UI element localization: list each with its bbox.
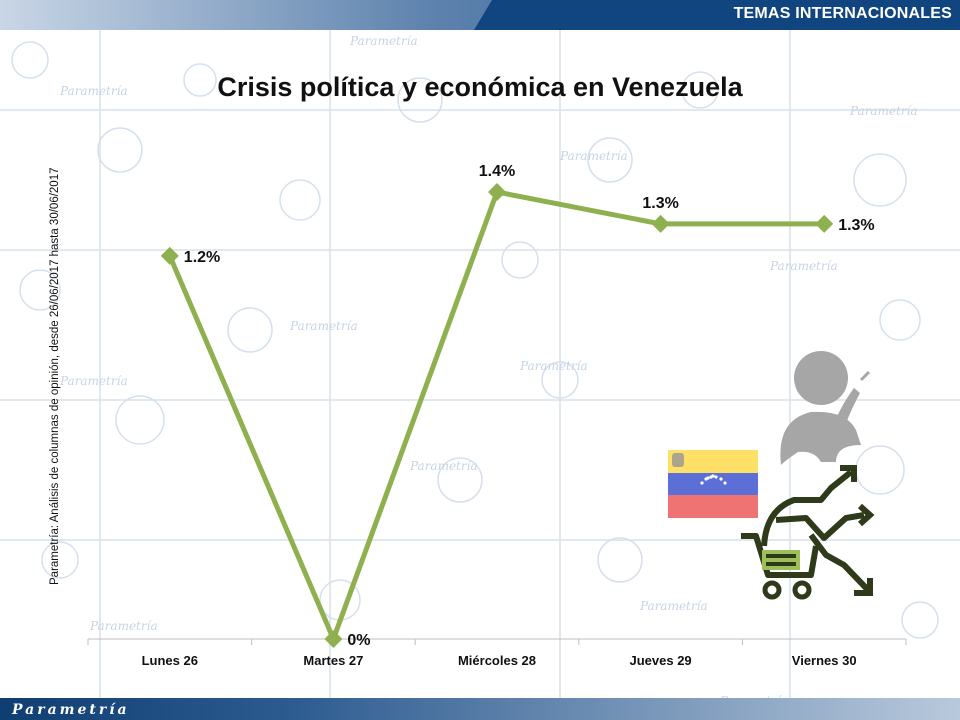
flag-stripe-yellow [668,450,758,473]
x-axis-category-label: Viernes 30 [792,653,857,668]
trend-arrows-icon [761,469,853,547]
flag-stripe-red [668,495,758,518]
person-body [780,411,861,465]
x-axis-category-label: Lunes 26 [142,653,198,668]
x-axis-category-label: Jueves 29 [630,653,692,668]
section-tab [474,0,960,30]
watermark-text: Parametría [59,84,128,98]
watermark-text: Parametría [89,619,158,633]
person-thinking-icon [794,351,848,405]
data-point-marker [324,630,343,648]
series-line [167,189,825,642]
x-axis-category-label: Miércoles 28 [458,653,536,668]
watermark-text: Parametría [349,34,418,48]
person-cart-illustration [741,351,875,600]
flag-stripe-blue [668,472,758,496]
data-label: 1.2% [184,249,220,266]
watermark-text: Parametría [559,149,628,163]
watermark-text: Parametría [639,599,708,613]
footer-band [0,698,960,720]
x-axis-category-label: Martes 27 [303,653,363,668]
watermark-text: Parametría [59,374,128,388]
data-label: 1.3% [642,195,678,212]
chart-title: Crisis política y económica en Venezuela [217,72,743,102]
section-label: TEMAS INTERNACIONALES [733,5,952,22]
watermark-text: Parametría [769,259,838,273]
watermark-text: Parametría [519,359,588,373]
watermark-text: Parametría [409,459,478,473]
venezuela-flag-icon [668,450,758,518]
data-point-marker [160,246,179,265]
data-point-marker [488,183,506,201]
shopping-cart-icon [741,533,819,578]
data-point-marker [815,214,834,233]
data-label: 1.4% [479,163,515,180]
watermark-text: Parametría [289,319,358,333]
watermark-text: Parametría [849,104,918,118]
data-label: 1.3% [838,217,874,234]
footer-logo: Parametría [12,702,130,718]
data-point-marker [651,214,670,233]
data-label: 0% [347,632,370,649]
